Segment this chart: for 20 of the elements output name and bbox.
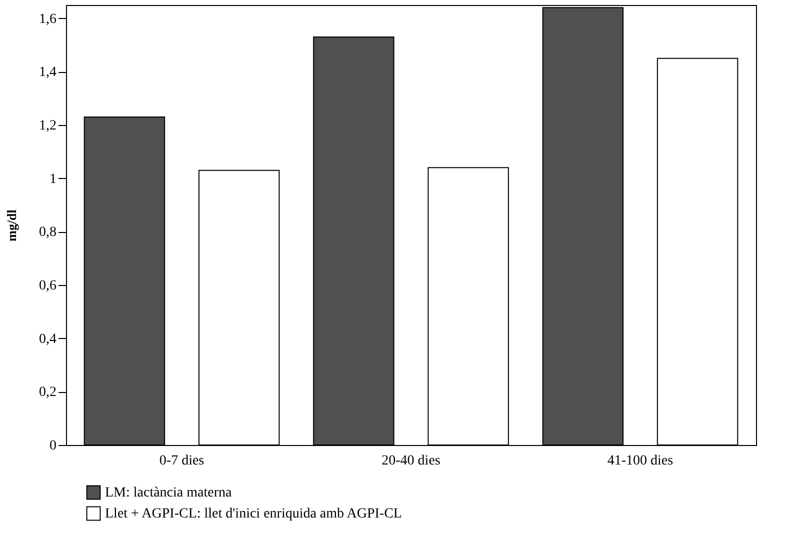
bar	[428, 167, 509, 446]
bar	[84, 116, 166, 446]
y-tick-label: 0,6	[39, 278, 56, 294]
y-tick-label: 0,2	[39, 385, 56, 400]
bar	[198, 170, 280, 446]
x-tick-label: 20-40 dies	[382, 454, 440, 468]
y-axis-title: mg/dl	[4, 209, 19, 242]
y-tick-label: 0,8	[39, 225, 56, 240]
y-tick-label: 0	[50, 438, 56, 454]
y-tick-label: 1,4	[39, 65, 56, 80]
x-tick-label: 41-100 dies	[607, 454, 674, 468]
y-tick-label: 0,4	[39, 332, 56, 347]
y-tick-label: 1	[50, 172, 56, 187]
legend-label: LM: lactància materna	[105, 486, 232, 500]
x-tick-label: 0-7 dies	[159, 454, 204, 468]
bar	[313, 36, 394, 446]
y-tick-label: 1,6	[39, 12, 56, 27]
legend-label: Llet + AGPI-CL: llet d'inici enriquida amb AGPI-CL	[105, 506, 402, 522]
bar	[656, 58, 738, 446]
y-tick-label: 1,2	[39, 118, 56, 134]
